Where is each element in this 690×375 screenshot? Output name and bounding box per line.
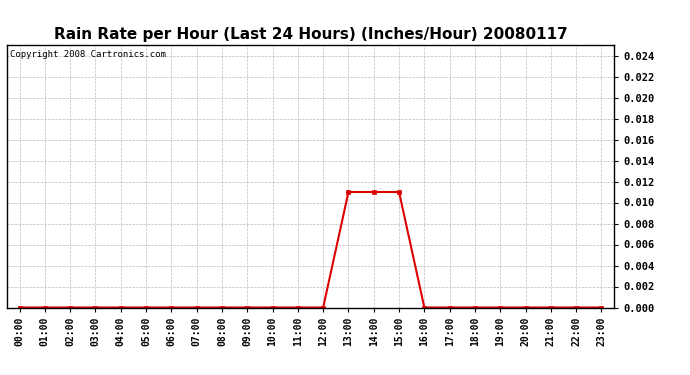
- Title: Rain Rate per Hour (Last 24 Hours) (Inches/Hour) 20080117: Rain Rate per Hour (Last 24 Hours) (Inch…: [54, 27, 567, 42]
- Text: Copyright 2008 Cartronics.com: Copyright 2008 Cartronics.com: [10, 50, 166, 59]
